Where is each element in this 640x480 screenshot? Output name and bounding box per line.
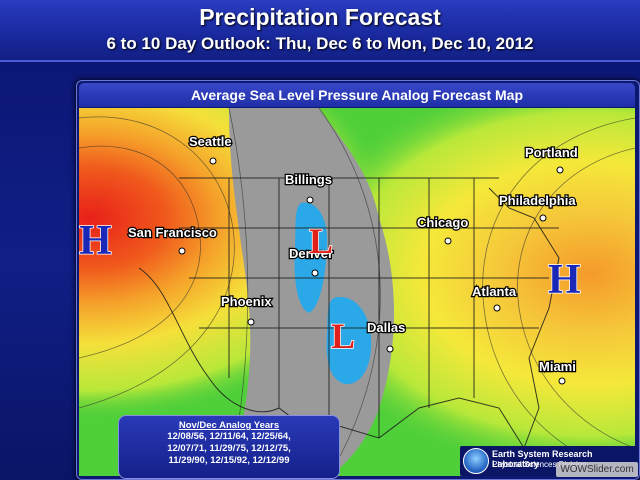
low-region-rockies	[294, 202, 328, 313]
border-lines	[138, 177, 560, 450]
city-label: San Francisco	[128, 225, 217, 240]
city-label: Phoenix	[221, 294, 272, 309]
city-label: Denver	[289, 246, 333, 261]
credit-line2: Physical Sciences Division	[492, 460, 587, 469]
city-label: Philadelphia	[499, 193, 576, 208]
low-pressure-plains: L	[331, 316, 355, 356]
city-label: Seattle	[189, 134, 232, 149]
city-label: Portland	[525, 145, 578, 160]
city-label: Billings	[285, 172, 332, 187]
page-subtitle: 6 to 10 Day Outlook: Thu, Dec 6 to Mon, …	[106, 34, 534, 53]
analog-line: 12/07/71, 11/29/75, 12/12/75,	[167, 443, 291, 454]
pressure-map: Seattle Billings San Francisco Denver Ph…	[79, 108, 635, 476]
city-label: Miami	[539, 359, 576, 374]
page-title: Precipitation Forecast	[199, 4, 441, 30]
map-title: Average Sea Level Pressure Analog Foreca…	[191, 87, 523, 103]
contour-lines	[79, 108, 635, 476]
city-portland: Portland	[524, 144, 579, 174]
analog-years-box: Nov/Dec Analog Years 12/08/56, 12/11/64,…	[118, 415, 340, 479]
analog-line: 11/29/90, 12/15/92, 12/12/99	[168, 455, 290, 466]
city-dallas: Dallas	[366, 319, 407, 353]
low-pressure-rockies: L	[309, 221, 333, 261]
city-chicago: Chicago	[416, 214, 470, 245]
city-markers: Seattle Billings San Francisco Denver Ph…	[127, 133, 579, 385]
city-denver: Denver	[288, 245, 334, 277]
city-san-francisco: San Francisco	[127, 224, 218, 255]
city-philadelphia: Philadelphia	[498, 192, 578, 222]
map-title-bar: Average Sea Level Pressure Analog Foreca…	[79, 83, 635, 107]
city-label: Chicago	[417, 215, 468, 230]
city-phoenix: Phoenix	[220, 293, 274, 326]
city-seattle: Seattle	[188, 133, 233, 165]
city-label: Atlanta	[472, 284, 517, 299]
header-bar: Precipitation Forecast 6 to 10 Day Outlo…	[0, 0, 640, 62]
city-billings: Billings	[284, 171, 333, 204]
high-pressure-west: H	[79, 218, 112, 264]
credit-line1: Earth System Research Laboratory	[492, 449, 593, 469]
city-miami: Miami	[538, 358, 577, 385]
low-region-plains	[326, 297, 372, 385]
high-pressure-east: H	[548, 257, 581, 303]
watermark: WOWSlider.com	[556, 462, 638, 477]
analog-line: 12/08/56, 12/11/64, 12/25/64,	[167, 431, 291, 442]
noaa-logo-icon	[463, 448, 489, 474]
map-panel: Average Sea Level Pressure Analog Foreca…	[76, 80, 640, 480]
city-label: Dallas	[367, 320, 405, 335]
city-atlanta: Atlanta	[471, 283, 518, 312]
analog-title: Nov/Dec Analog Years	[178, 420, 280, 431]
